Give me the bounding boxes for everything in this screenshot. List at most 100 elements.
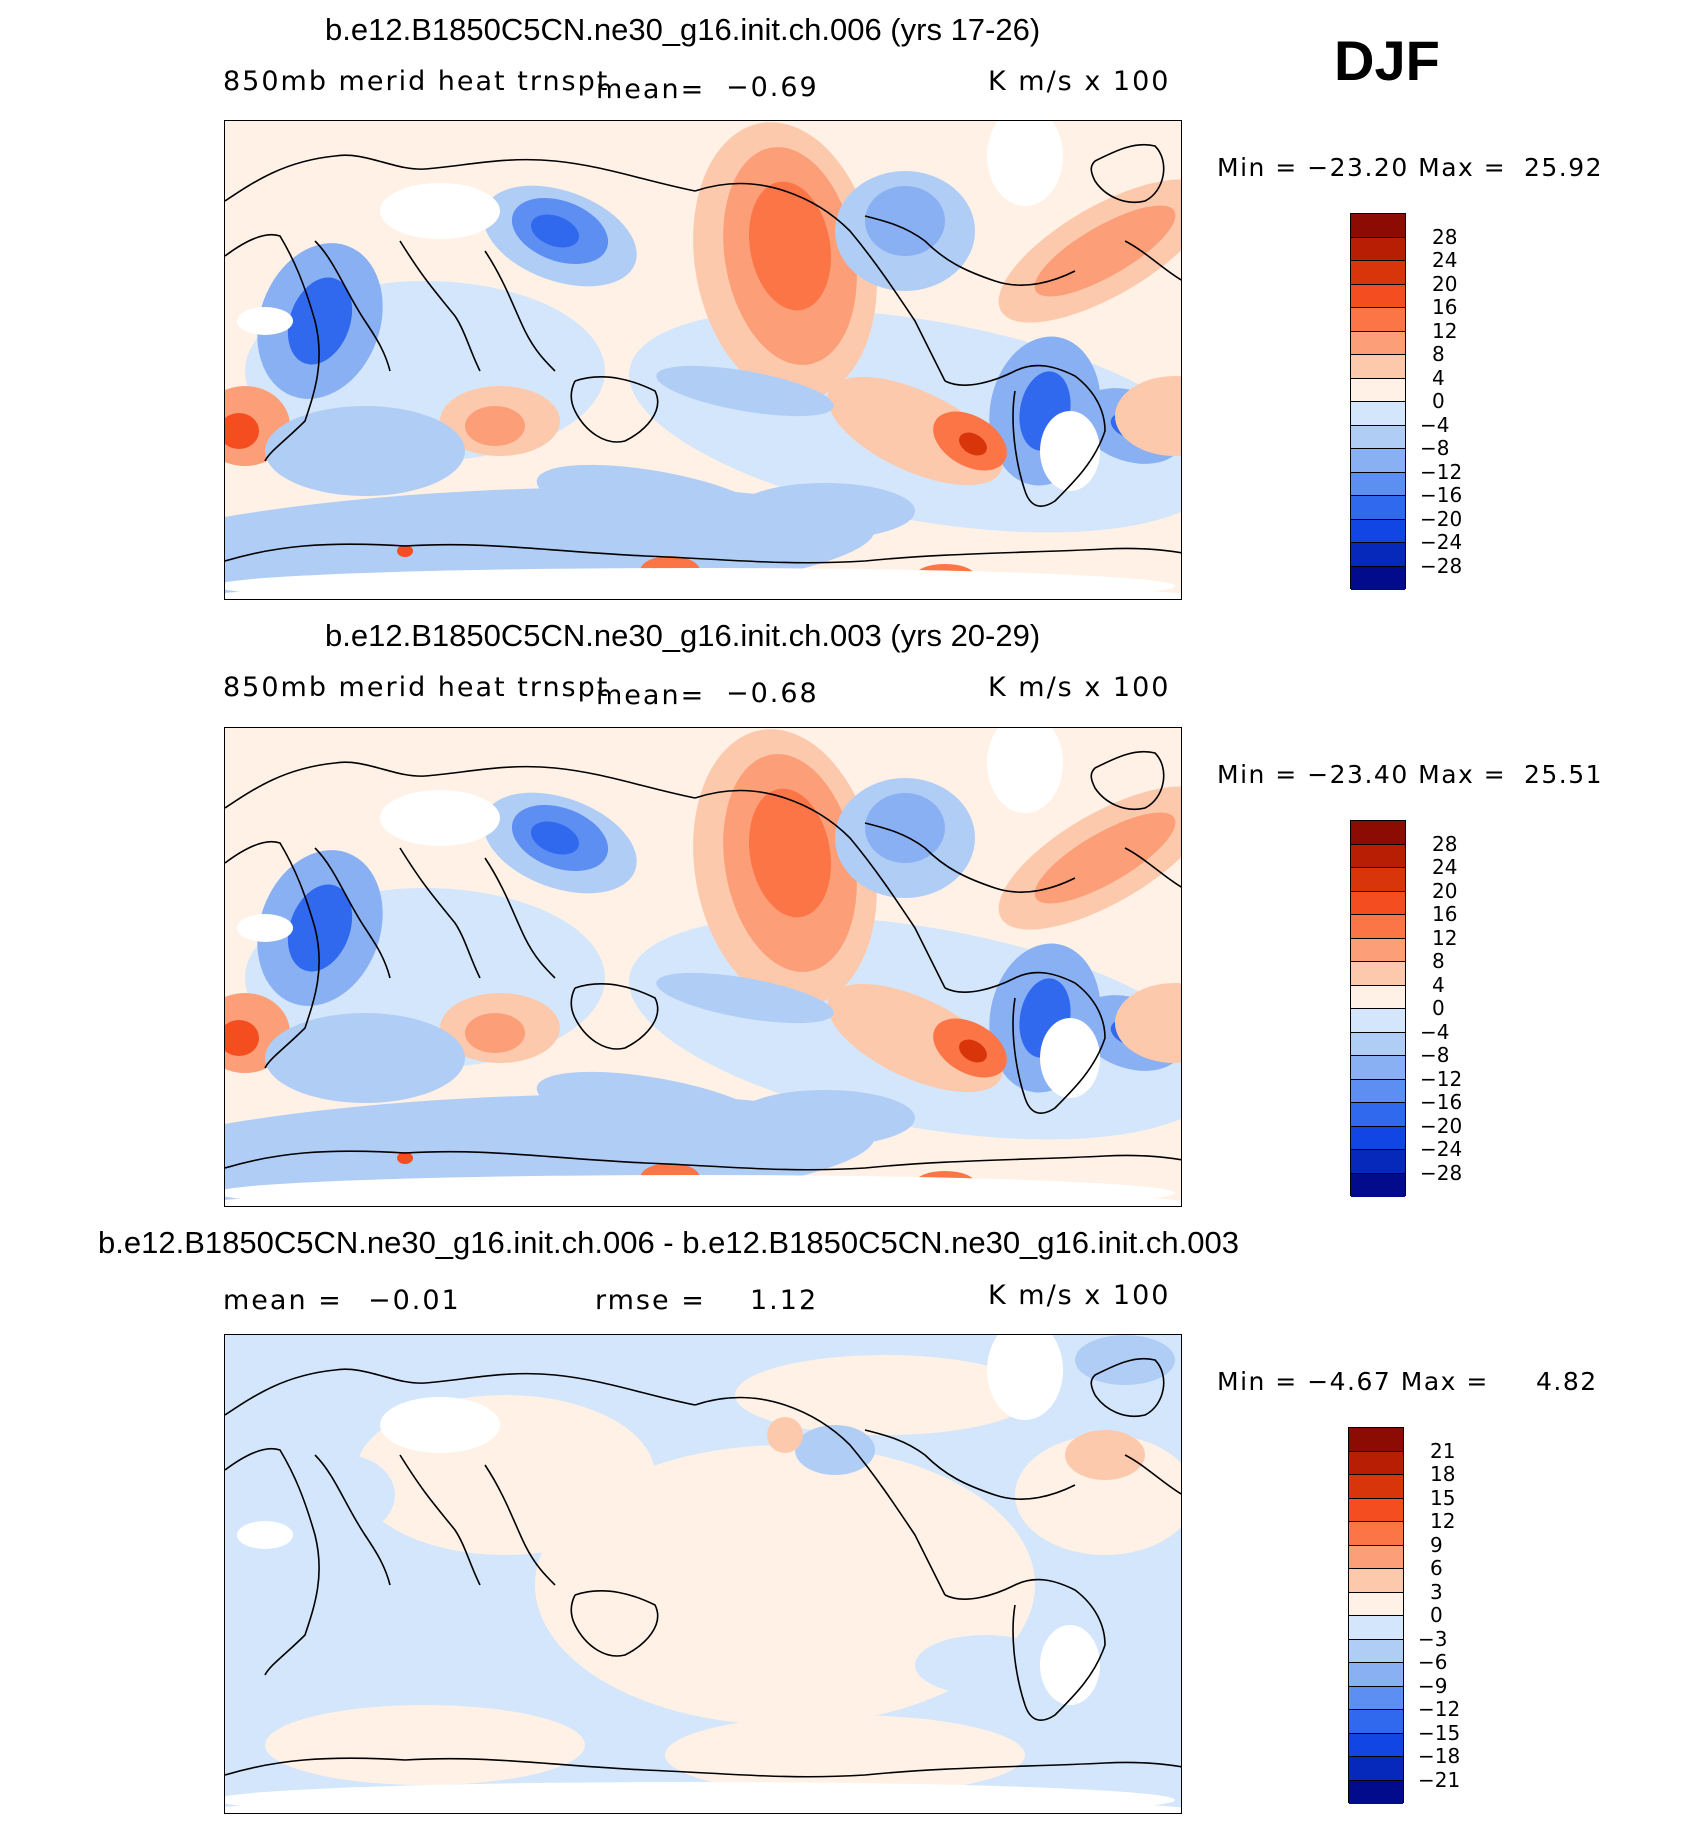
colorbar-swatch	[1351, 425, 1405, 449]
colorbar-tick-label: −21	[1418, 1767, 1461, 1792]
colorbar-swatch	[1351, 449, 1405, 473]
missing-data-mask	[1040, 411, 1100, 491]
colorbar-swatch	[1349, 1451, 1403, 1475]
coastline	[314, 1454, 391, 1586]
panel-1-max-value: 25.92	[1524, 153, 1604, 182]
colorbar-tick-label: 18	[1430, 1462, 1456, 1486]
coastline	[484, 1464, 556, 1586]
colorbar-swatch	[1349, 1757, 1403, 1781]
colorbar-swatch	[1349, 1639, 1403, 1663]
colorbar-tick-label: 8	[1432, 949, 1445, 973]
contour-band	[735, 1090, 915, 1146]
colorbar-swatch	[1349, 1475, 1403, 1499]
coastline	[484, 250, 556, 372]
colorbar-tick-label: −28	[1420, 1160, 1463, 1185]
coastline	[570, 983, 659, 1050]
missing-data-mask	[987, 1335, 1063, 1420]
panel-3-units: K m/s x 100	[988, 1280, 1171, 1311]
colorbar-tick-label: 21	[1430, 1438, 1456, 1463]
contour-band	[265, 1705, 585, 1785]
panel-1-title: b.e12.B1850C5CN.ne30_g16.init.ch.006 (yr…	[325, 12, 1041, 47]
colorbar-swatch	[1351, 985, 1405, 1009]
coastline	[570, 1590, 659, 1657]
colorbar-swatch	[1351, 543, 1405, 567]
colorbar-swatch	[1349, 1710, 1403, 1734]
panel-1-mean-label: mean=	[596, 74, 706, 105]
colorbar-tick-label: −12	[1418, 1697, 1461, 1721]
coastline	[864, 215, 1076, 286]
colorbar-swatch	[1349, 1733, 1403, 1757]
missing-data-mask	[987, 728, 1063, 813]
contour-band	[465, 406, 525, 446]
colorbar-tick-label: 20	[1432, 878, 1458, 903]
contour-band	[536, 464, 774, 538]
contour-band	[1115, 376, 1181, 456]
colorbar-swatch	[1349, 1569, 1403, 1593]
colorbar-swatch	[1349, 1686, 1403, 1710]
colorbar-swatch	[1349, 1616, 1403, 1640]
missing-data-mask	[380, 1397, 500, 1453]
panel-2-mean-value: −0.68	[726, 678, 819, 709]
coastline	[1090, 1357, 1165, 1417]
colorbar-swatch	[1351, 519, 1405, 543]
colorbar-tick-label: 4	[1432, 365, 1445, 390]
season-label: DJF	[1334, 29, 1440, 92]
panel-1-units: K m/s x 100	[988, 66, 1171, 97]
colorbar-swatch	[1351, 1032, 1405, 1056]
missing-data-mask	[380, 790, 500, 846]
coastline	[225, 543, 1181, 564]
colorbar-scale	[1348, 1427, 1404, 1804]
missing-data-mask	[225, 1188, 1181, 1206]
contour-band	[656, 972, 834, 1024]
panel-2-variable-label: 850mb merid heat trnspt	[223, 672, 610, 703]
coastline	[225, 1757, 1181, 1778]
colorbar-tick-label: 6	[1430, 1556, 1443, 1580]
coastline	[694, 182, 946, 382]
coastline	[399, 847, 481, 979]
panel-2-field-svg	[225, 728, 1181, 1206]
contour-band	[1075, 1335, 1175, 1385]
panel-2-max-value: 25.51	[1524, 760, 1604, 789]
colorbar-tick-label: −20	[1420, 1113, 1463, 1138]
colorbar-tick-label: 12	[1432, 318, 1458, 343]
colorbar-scale	[1350, 820, 1406, 1197]
colorbar-swatch	[1351, 378, 1405, 402]
colorbar-tick-label: −12	[1420, 459, 1463, 484]
contour-band	[465, 1013, 525, 1053]
coastline	[864, 822, 1076, 893]
coastline	[225, 154, 696, 202]
colorbar-swatch	[1349, 1592, 1403, 1616]
coastline	[484, 857, 556, 979]
contour-band	[749, 788, 831, 918]
contour-band	[536, 1071, 774, 1145]
colorbar-swatch	[1351, 915, 1405, 939]
panel-1-min-max: Min = −23.20 Max =	[1217, 153, 1507, 182]
contour-band	[287, 884, 353, 972]
colorbar-tick-label: −8	[1420, 436, 1450, 460]
contour-band	[1065, 1430, 1145, 1480]
panel-2-title: b.e12.B1850C5CN.ne30_g16.init.ch.003 (yr…	[325, 618, 1041, 653]
contour-band	[735, 483, 915, 539]
missing-data-mask	[237, 914, 293, 942]
missing-data-mask	[225, 581, 1181, 599]
panel-2-units: K m/s x 100	[988, 672, 1171, 703]
coastline	[399, 240, 481, 372]
missing-data-mask	[237, 307, 293, 335]
colorbar-swatch	[1349, 1498, 1403, 1522]
colorbar-swatch	[1351, 1103, 1405, 1127]
coastline	[944, 1578, 1106, 1721]
colorbar-tick-label: 20	[1432, 271, 1458, 296]
contour-band	[295, 1455, 395, 1535]
coastline	[1124, 1454, 1181, 1495]
coastline	[694, 789, 946, 989]
coastline	[225, 1368, 696, 1416]
colorbar-swatch	[1351, 891, 1405, 915]
contour-band	[865, 793, 945, 863]
contour-band	[265, 1013, 465, 1103]
colorbar-swatch	[1351, 1173, 1405, 1197]
contour-band	[656, 365, 834, 417]
colorbar-tick-label: 24	[1432, 855, 1458, 879]
colorbar-swatch	[1351, 821, 1405, 845]
coastline	[1012, 390, 1026, 492]
colorbar-tick-label: −15	[1418, 1720, 1461, 1745]
